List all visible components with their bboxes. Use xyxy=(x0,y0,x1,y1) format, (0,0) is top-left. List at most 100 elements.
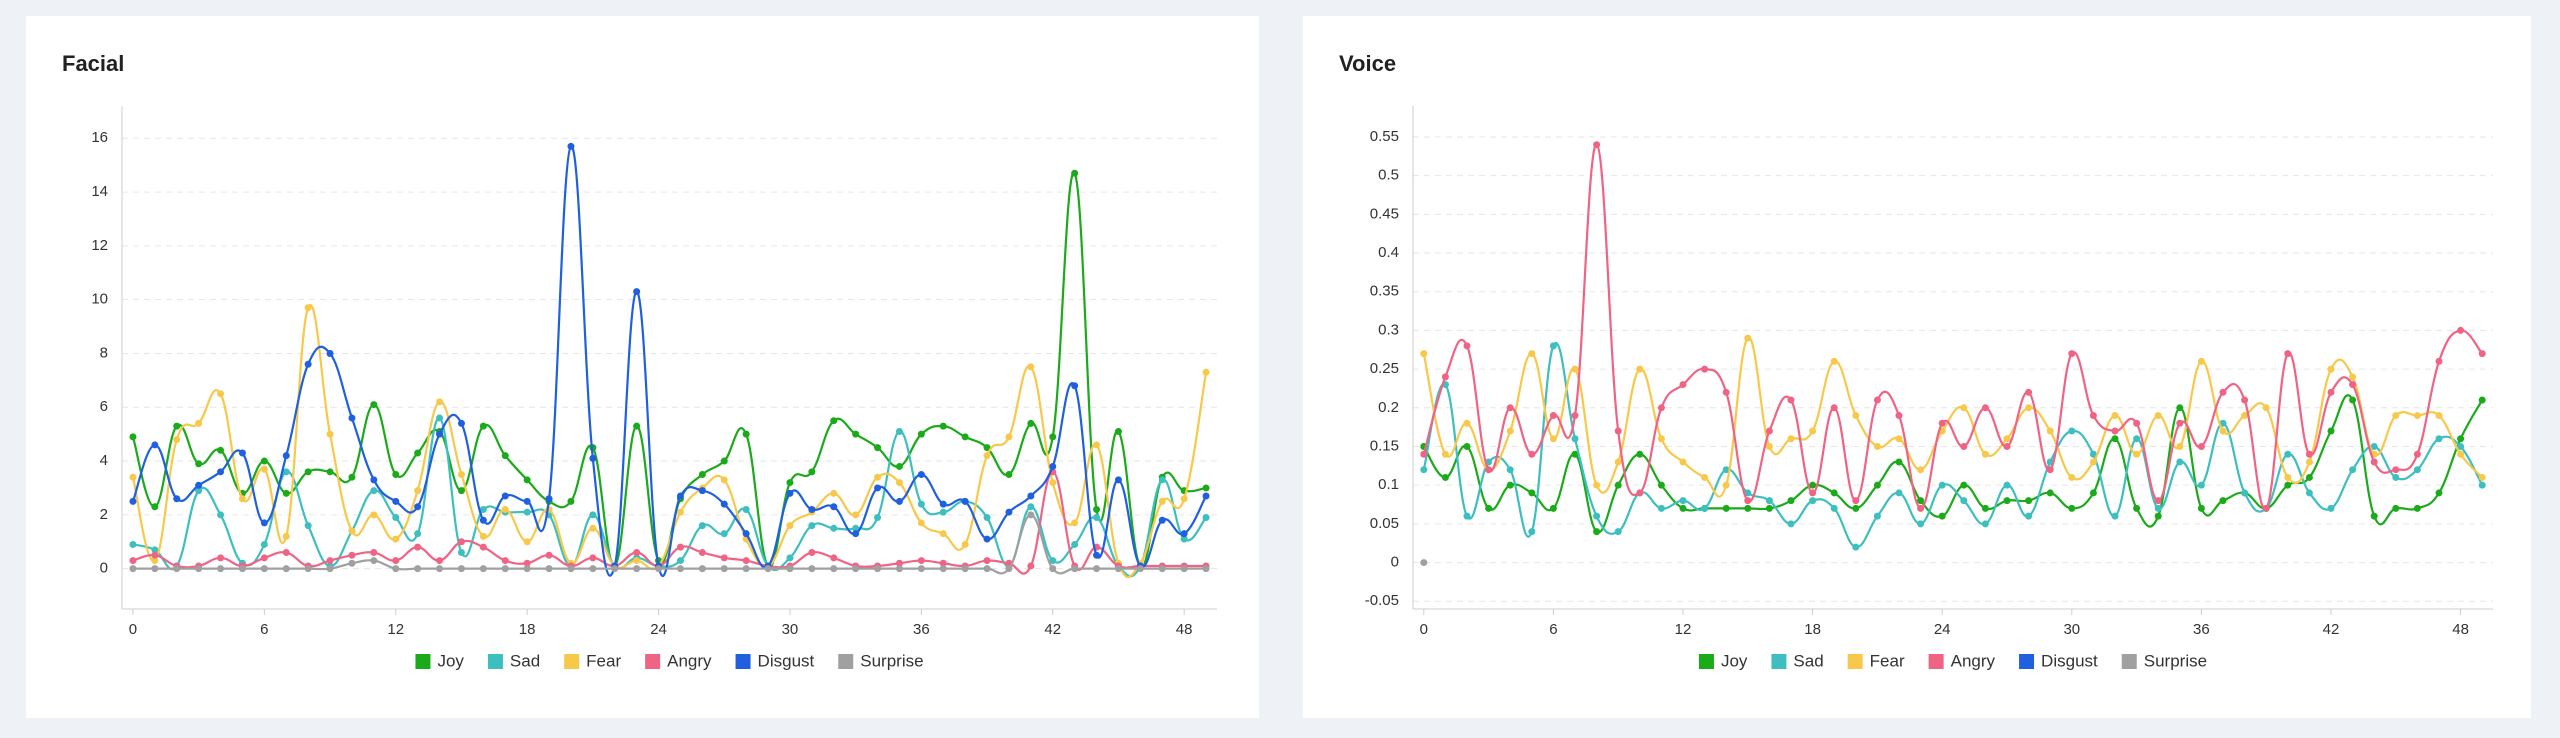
data-point xyxy=(1895,435,1903,443)
data-point xyxy=(2154,412,2162,420)
data-point xyxy=(1441,450,1449,458)
data-point xyxy=(1549,412,1557,420)
data-point xyxy=(2327,504,2335,512)
data-point xyxy=(414,543,422,551)
data-point xyxy=(370,549,378,557)
data-point xyxy=(1917,520,1925,528)
data-point xyxy=(611,565,619,573)
data-point xyxy=(195,565,203,573)
data-point xyxy=(501,565,509,573)
data-point xyxy=(983,452,991,460)
data-point xyxy=(2305,473,2313,481)
data-point xyxy=(2133,450,2141,458)
data-point xyxy=(370,476,378,484)
y-tick-label: 0.45 xyxy=(1370,205,1399,222)
y-tick-label: 0.35 xyxy=(1370,283,1399,300)
data-point xyxy=(830,489,838,497)
data-point xyxy=(1114,565,1122,573)
data-point xyxy=(457,538,465,546)
data-point xyxy=(1657,481,1665,489)
data-point xyxy=(1441,373,1449,381)
data-point xyxy=(1938,481,1946,489)
data-point xyxy=(260,565,268,573)
x-tick-label: 0 xyxy=(1420,621,1428,638)
data-point xyxy=(2003,442,2011,450)
data-point xyxy=(1441,473,1449,481)
data-point xyxy=(523,497,531,505)
data-point xyxy=(1938,419,1946,427)
legend-label: Disgust xyxy=(758,651,815,670)
data-point xyxy=(129,565,137,573)
data-point xyxy=(2457,442,2465,450)
data-point xyxy=(917,471,925,479)
data-point xyxy=(1722,504,1730,512)
data-point xyxy=(1679,497,1687,505)
x-tick-label: 30 xyxy=(782,621,799,638)
y-tick-label: 0.25 xyxy=(1370,360,1399,377)
data-point xyxy=(2349,381,2357,389)
data-point xyxy=(392,514,400,522)
data-point xyxy=(1960,497,1968,505)
data-point xyxy=(2241,412,2249,420)
legend-item: Joy xyxy=(1698,651,1748,670)
data-point xyxy=(1027,419,1035,427)
data-point xyxy=(1202,492,1210,500)
data-point xyxy=(2219,388,2227,396)
panel xyxy=(26,16,1259,718)
data-point xyxy=(2284,450,2292,458)
y-tick-label: 14 xyxy=(91,183,108,200)
data-point xyxy=(348,527,356,535)
x-tick-label: 36 xyxy=(913,621,930,638)
legend-label: Surprise xyxy=(2144,651,2207,670)
x-tick-label: 30 xyxy=(2063,621,2080,638)
data-point xyxy=(2457,326,2465,334)
legend-swatch xyxy=(564,654,580,669)
data-point xyxy=(1049,557,1057,565)
data-point xyxy=(2068,350,2076,358)
data-point xyxy=(939,422,947,430)
data-point xyxy=(1873,481,1881,489)
data-point xyxy=(1981,520,1989,528)
data-point xyxy=(764,565,772,573)
data-point xyxy=(545,565,553,573)
data-point xyxy=(720,554,728,562)
data-point xyxy=(1593,528,1601,536)
data-point xyxy=(457,549,465,557)
data-point xyxy=(698,471,706,479)
legend: Joy Sad Fear Angry Disgust Surprise xyxy=(1698,651,2207,670)
data-point xyxy=(1722,466,1730,474)
data-point xyxy=(2327,427,2335,435)
data-point xyxy=(2457,450,2465,458)
data-point xyxy=(2003,435,2011,443)
data-point xyxy=(1679,381,1687,389)
data-point xyxy=(1463,442,1471,450)
data-point xyxy=(567,565,575,573)
data-point xyxy=(1093,441,1101,449)
data-point xyxy=(1830,357,1838,365)
legend-swatch xyxy=(838,654,854,669)
data-point xyxy=(1636,489,1644,497)
data-point xyxy=(348,473,356,481)
data-point xyxy=(786,522,794,530)
data-point xyxy=(1873,442,1881,450)
data-point xyxy=(939,500,947,508)
data-point xyxy=(414,503,422,511)
data-point xyxy=(1071,169,1079,177)
data-point xyxy=(2349,396,2357,404)
data-point xyxy=(2176,458,2184,466)
data-point xyxy=(1852,504,1860,512)
data-point xyxy=(2392,504,2400,512)
data-point xyxy=(655,565,663,573)
data-point xyxy=(830,554,838,562)
data-point xyxy=(151,503,159,511)
data-point xyxy=(1158,516,1166,524)
data-point xyxy=(1049,565,1057,573)
legend-item: Angry xyxy=(1928,651,1996,670)
data-point xyxy=(1463,342,1471,350)
data-point xyxy=(2435,357,2443,365)
data-point xyxy=(2305,489,2313,497)
data-point xyxy=(1463,419,1471,427)
y-tick-label: 0.2 xyxy=(1378,399,1399,416)
data-point xyxy=(1809,489,1817,497)
x-tick-label: 24 xyxy=(1934,621,1951,638)
